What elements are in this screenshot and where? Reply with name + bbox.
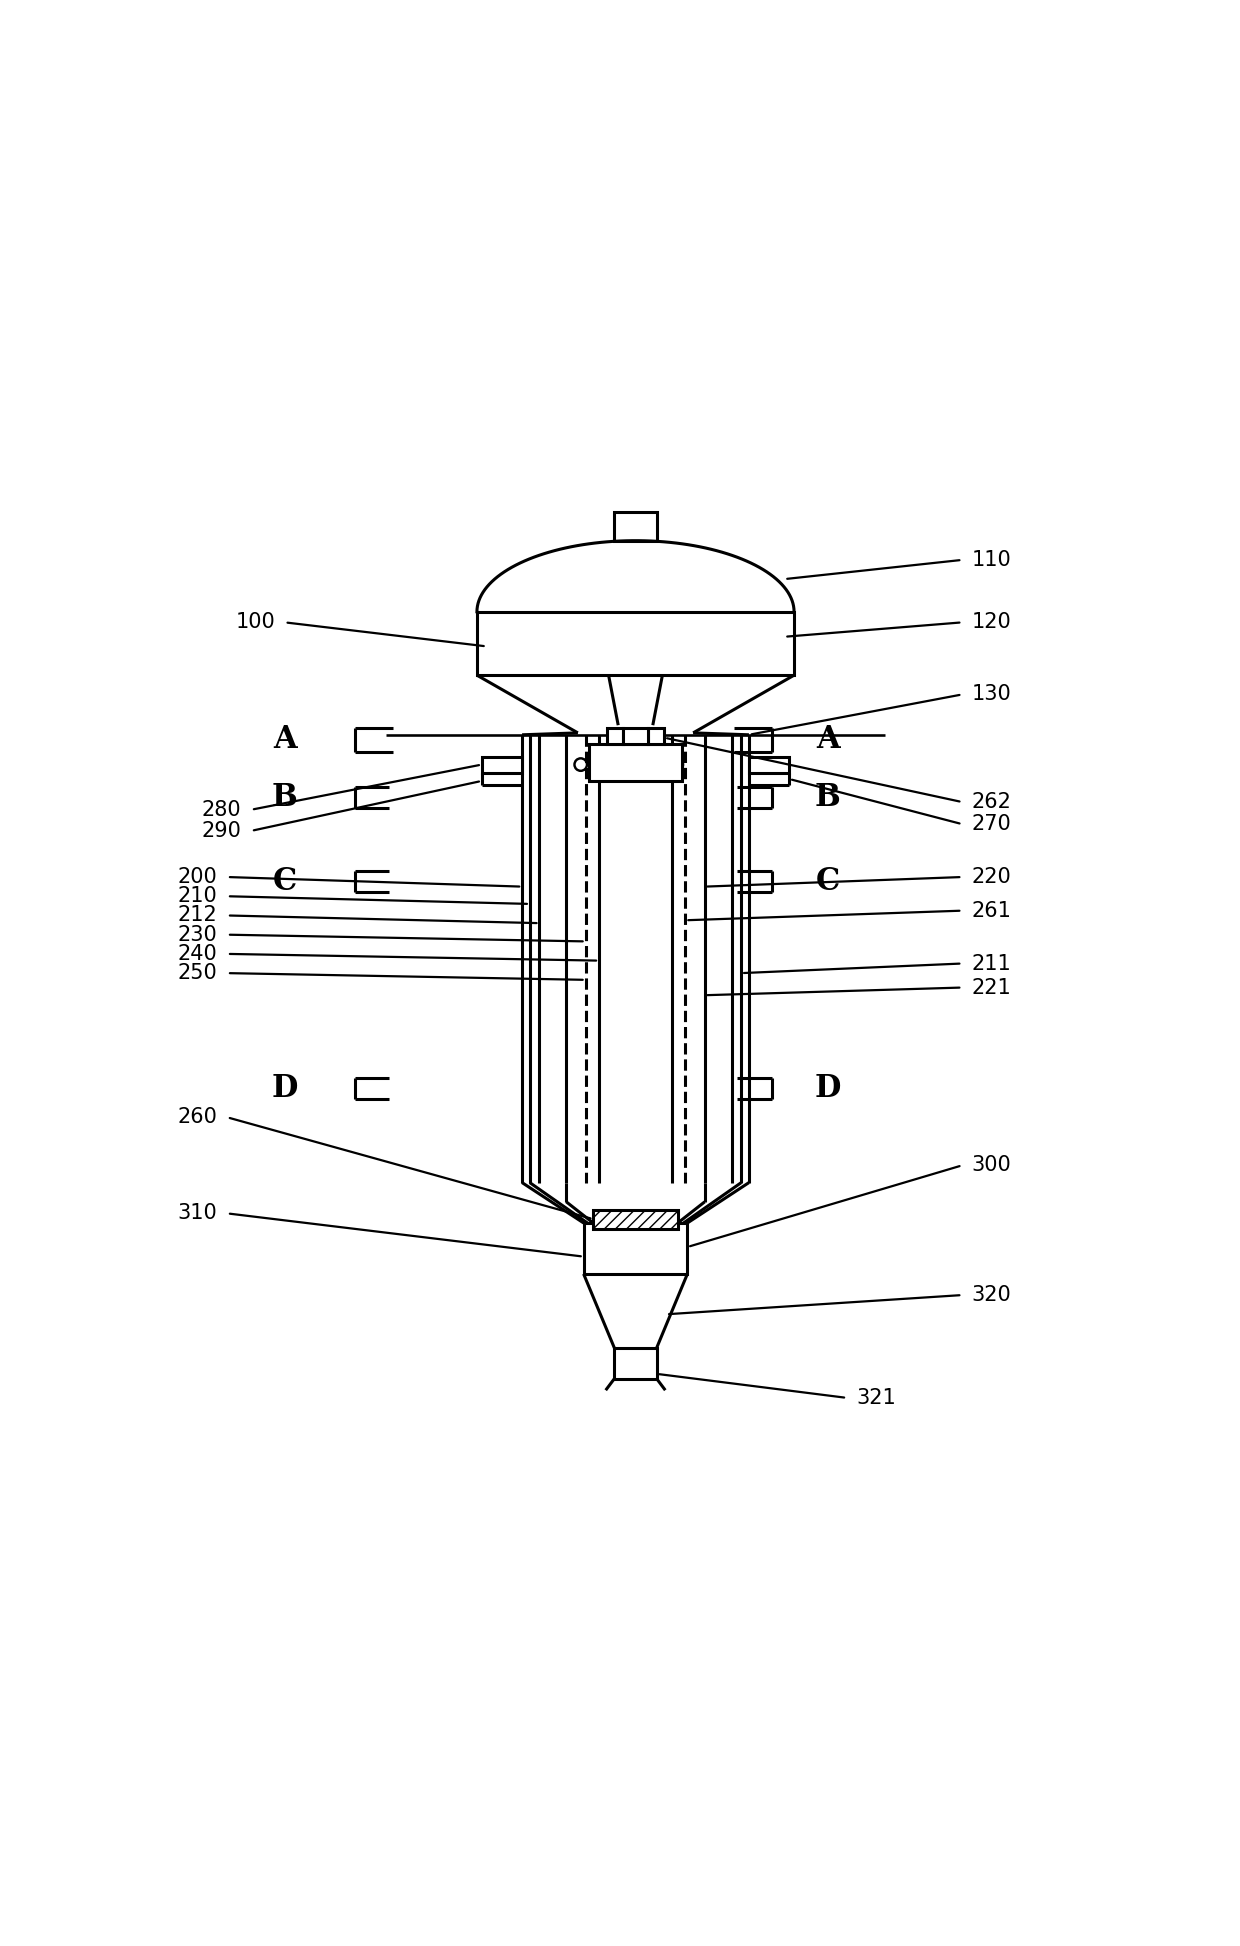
Text: 260: 260 bbox=[177, 1107, 217, 1127]
Text: A: A bbox=[273, 724, 296, 755]
Text: D: D bbox=[272, 1072, 298, 1103]
Bar bbox=[749, 757, 790, 773]
Bar bbox=[614, 512, 657, 541]
Text: 212: 212 bbox=[177, 905, 217, 926]
Text: 261: 261 bbox=[972, 901, 1012, 920]
Text: 130: 130 bbox=[972, 685, 1012, 704]
Text: B: B bbox=[815, 782, 841, 813]
Text: 321: 321 bbox=[857, 1387, 897, 1407]
Text: 110: 110 bbox=[972, 551, 1012, 570]
Text: 280: 280 bbox=[202, 800, 242, 819]
Text: C: C bbox=[816, 866, 839, 897]
Text: 310: 310 bbox=[177, 1203, 217, 1224]
Bar bbox=[606, 728, 622, 745]
Bar bbox=[481, 757, 522, 773]
Text: 221: 221 bbox=[972, 977, 1012, 998]
Text: 210: 210 bbox=[177, 885, 217, 907]
Text: 240: 240 bbox=[177, 944, 217, 963]
Text: 211: 211 bbox=[972, 954, 1012, 973]
Bar bbox=[477, 611, 794, 675]
Bar bbox=[593, 1210, 678, 1228]
Text: 320: 320 bbox=[972, 1284, 1012, 1306]
Text: 262: 262 bbox=[972, 792, 1012, 811]
Text: 230: 230 bbox=[177, 924, 217, 944]
Text: B: B bbox=[272, 782, 298, 813]
Text: 250: 250 bbox=[177, 963, 217, 983]
Text: A: A bbox=[816, 724, 839, 755]
Text: D: D bbox=[815, 1072, 841, 1103]
Text: 270: 270 bbox=[972, 813, 1012, 835]
Bar bbox=[649, 728, 665, 745]
Text: 220: 220 bbox=[972, 868, 1012, 887]
Text: 120: 120 bbox=[972, 613, 1012, 632]
Bar bbox=[584, 1222, 687, 1275]
Text: 300: 300 bbox=[972, 1156, 1012, 1175]
Bar bbox=[622, 728, 649, 745]
Text: 290: 290 bbox=[202, 821, 242, 841]
Bar bbox=[614, 1349, 657, 1378]
Text: 100: 100 bbox=[236, 613, 275, 632]
Bar bbox=[589, 745, 682, 780]
Text: 200: 200 bbox=[177, 868, 217, 887]
Text: C: C bbox=[273, 866, 296, 897]
